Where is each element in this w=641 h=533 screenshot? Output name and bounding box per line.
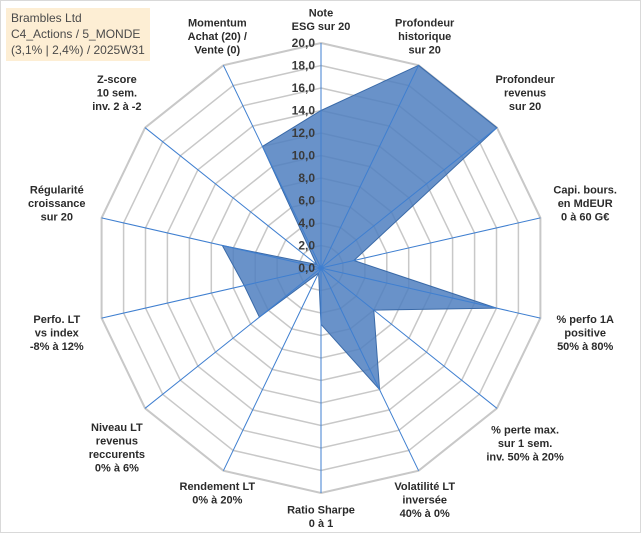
tick-label: 16,0 [292,81,316,95]
axis-label: Capi. bours. en MdEUR 0 à 60 G€ [553,184,617,223]
axis-label-line: 10 sem. [97,87,137,99]
tick-label: 10,0 [292,149,316,163]
axis-label-line: sur 20 [408,45,440,57]
axis-label-line: Achat (20) / [188,31,247,43]
axis-label: Profondeur historique sur 20 [395,18,455,57]
axis-label: Z-score 10 sem. inv. 2 à -2 [92,74,141,113]
axis-label-line: Vente (0) [194,45,240,57]
tick-label: 8,0 [298,171,315,185]
axis-label-line: croissance [28,198,85,210]
tick-label: 20,0 [292,36,316,50]
axis-labels: Note ESG sur 20 Profondeur historique sur 20… [28,8,617,531]
axis-spoke [222,65,322,269]
axis-label-line: Momentum [188,18,247,30]
axis-label-line: Z-score [97,74,137,86]
axis-spoke [320,267,420,471]
axis-label-line: reccurents [89,449,145,461]
axis-label-line: 0% à 6% [95,463,139,475]
axis-label: Volatilité LT inversée 40% à 0% [394,481,455,520]
axis-label-line: Rendement LT [180,481,256,493]
axis-label: Momentum Achat (20) / Vente (0) [188,18,247,57]
tick-label: 18,0 [292,59,316,73]
axis-spoke [144,267,322,409]
axis-label: Profondeur revenus sur 20 [495,74,555,113]
axis-spoke [144,127,322,269]
info-period: (3,1% | 2,4%) / 2025W31 [11,43,145,57]
axis-spoke [320,65,420,269]
axis-spoke [320,127,498,269]
axis-spoke [320,267,541,319]
axis-label-line: Perfo. LT [33,314,80,326]
axis-label-line: sur 20 [509,101,541,113]
axis-label-line: Profondeur [495,74,555,86]
info-category: C4_Actions / 5_MONDE [11,27,141,41]
axis-label-line: 0 à 1 [309,518,333,530]
spoke-layer [101,43,541,493]
axis-label: % perte max. sur 1 sem. inv. 50% à 20% [486,425,564,464]
axis-label: Régularité croissance sur 20 [28,184,85,223]
axis-spoke [222,267,322,471]
axis-label-line: % perte max. [491,425,559,437]
axis-label: Rendement LT 0% à 20% [180,481,256,507]
axis-label-line: 50% à 80% [557,341,613,353]
axis-label-line: vs index [35,328,80,340]
axis-label-line: inversée [402,494,447,506]
tick-label: 6,0 [298,194,315,208]
info-company-name: Brambles Ltd [11,11,82,25]
axis-label-line: ESG sur 20 [292,21,351,33]
axis-label-line: -8% à 12% [30,341,84,353]
tick-label: 0,0 [298,261,315,275]
axis-label-line: sur 1 sem. [498,438,552,450]
axis-label-line: Niveau LT [91,422,143,434]
axis-spoke [320,217,541,269]
tick-labels: 0,0 2,0 4,0 6,0 8,0 10,0 12,0 14,0 16,0 18,0 20,0 [292,36,316,275]
axis-label-line: Note [309,8,333,20]
axis-label-line: Capi. bours. [553,184,617,196]
tick-label: 2,0 [298,239,315,253]
tick-label: 4,0 [298,216,315,230]
axis-label: Niveau LT revenus reccurents 0% à 6% [89,422,145,475]
axis-spoke [320,267,498,409]
axis-label-line: % perfo 1A [556,314,614,326]
axis-label-line: sur 20 [41,211,73,223]
axis-label-line: positive [564,328,606,340]
axis-spoke [101,267,322,319]
axis-label-line: Régularité [30,184,84,196]
axis-label-line: inv. 2 à -2 [92,101,141,113]
axis-label-line: revenus [504,87,546,99]
axis-label-line: 40% à 0% [400,508,450,520]
info-box: Brambles Ltd C4_Actions / 5_MONDE (3,1% … [6,8,150,61]
tick-label: 12,0 [292,126,316,140]
axis-label-line: historique [398,31,451,43]
axis-label: Note ESG sur 20 [292,8,351,34]
axis-label-line: revenus [96,436,138,448]
tick-label: 14,0 [292,104,316,118]
axis-label-line: 0 à 60 G€ [561,211,609,223]
axis-spoke [101,217,322,269]
axis-label: Perfo. LT vs index -8% à 12% [30,314,84,353]
axis-label-line: inv. 50% à 20% [486,452,564,464]
axis-label-line: en MdEUR [558,198,613,210]
axis-label-line: Profondeur [395,18,455,30]
axis-label-line: Ratio Sharpe [287,505,355,517]
axis-label: % perfo 1A positive 50% à 80% [556,314,614,353]
axis-label-line: Volatilité LT [394,481,455,493]
axis-label-line: 0% à 20% [192,494,242,506]
axis-label: Ratio Sharpe 0 à 1 [287,505,355,531]
